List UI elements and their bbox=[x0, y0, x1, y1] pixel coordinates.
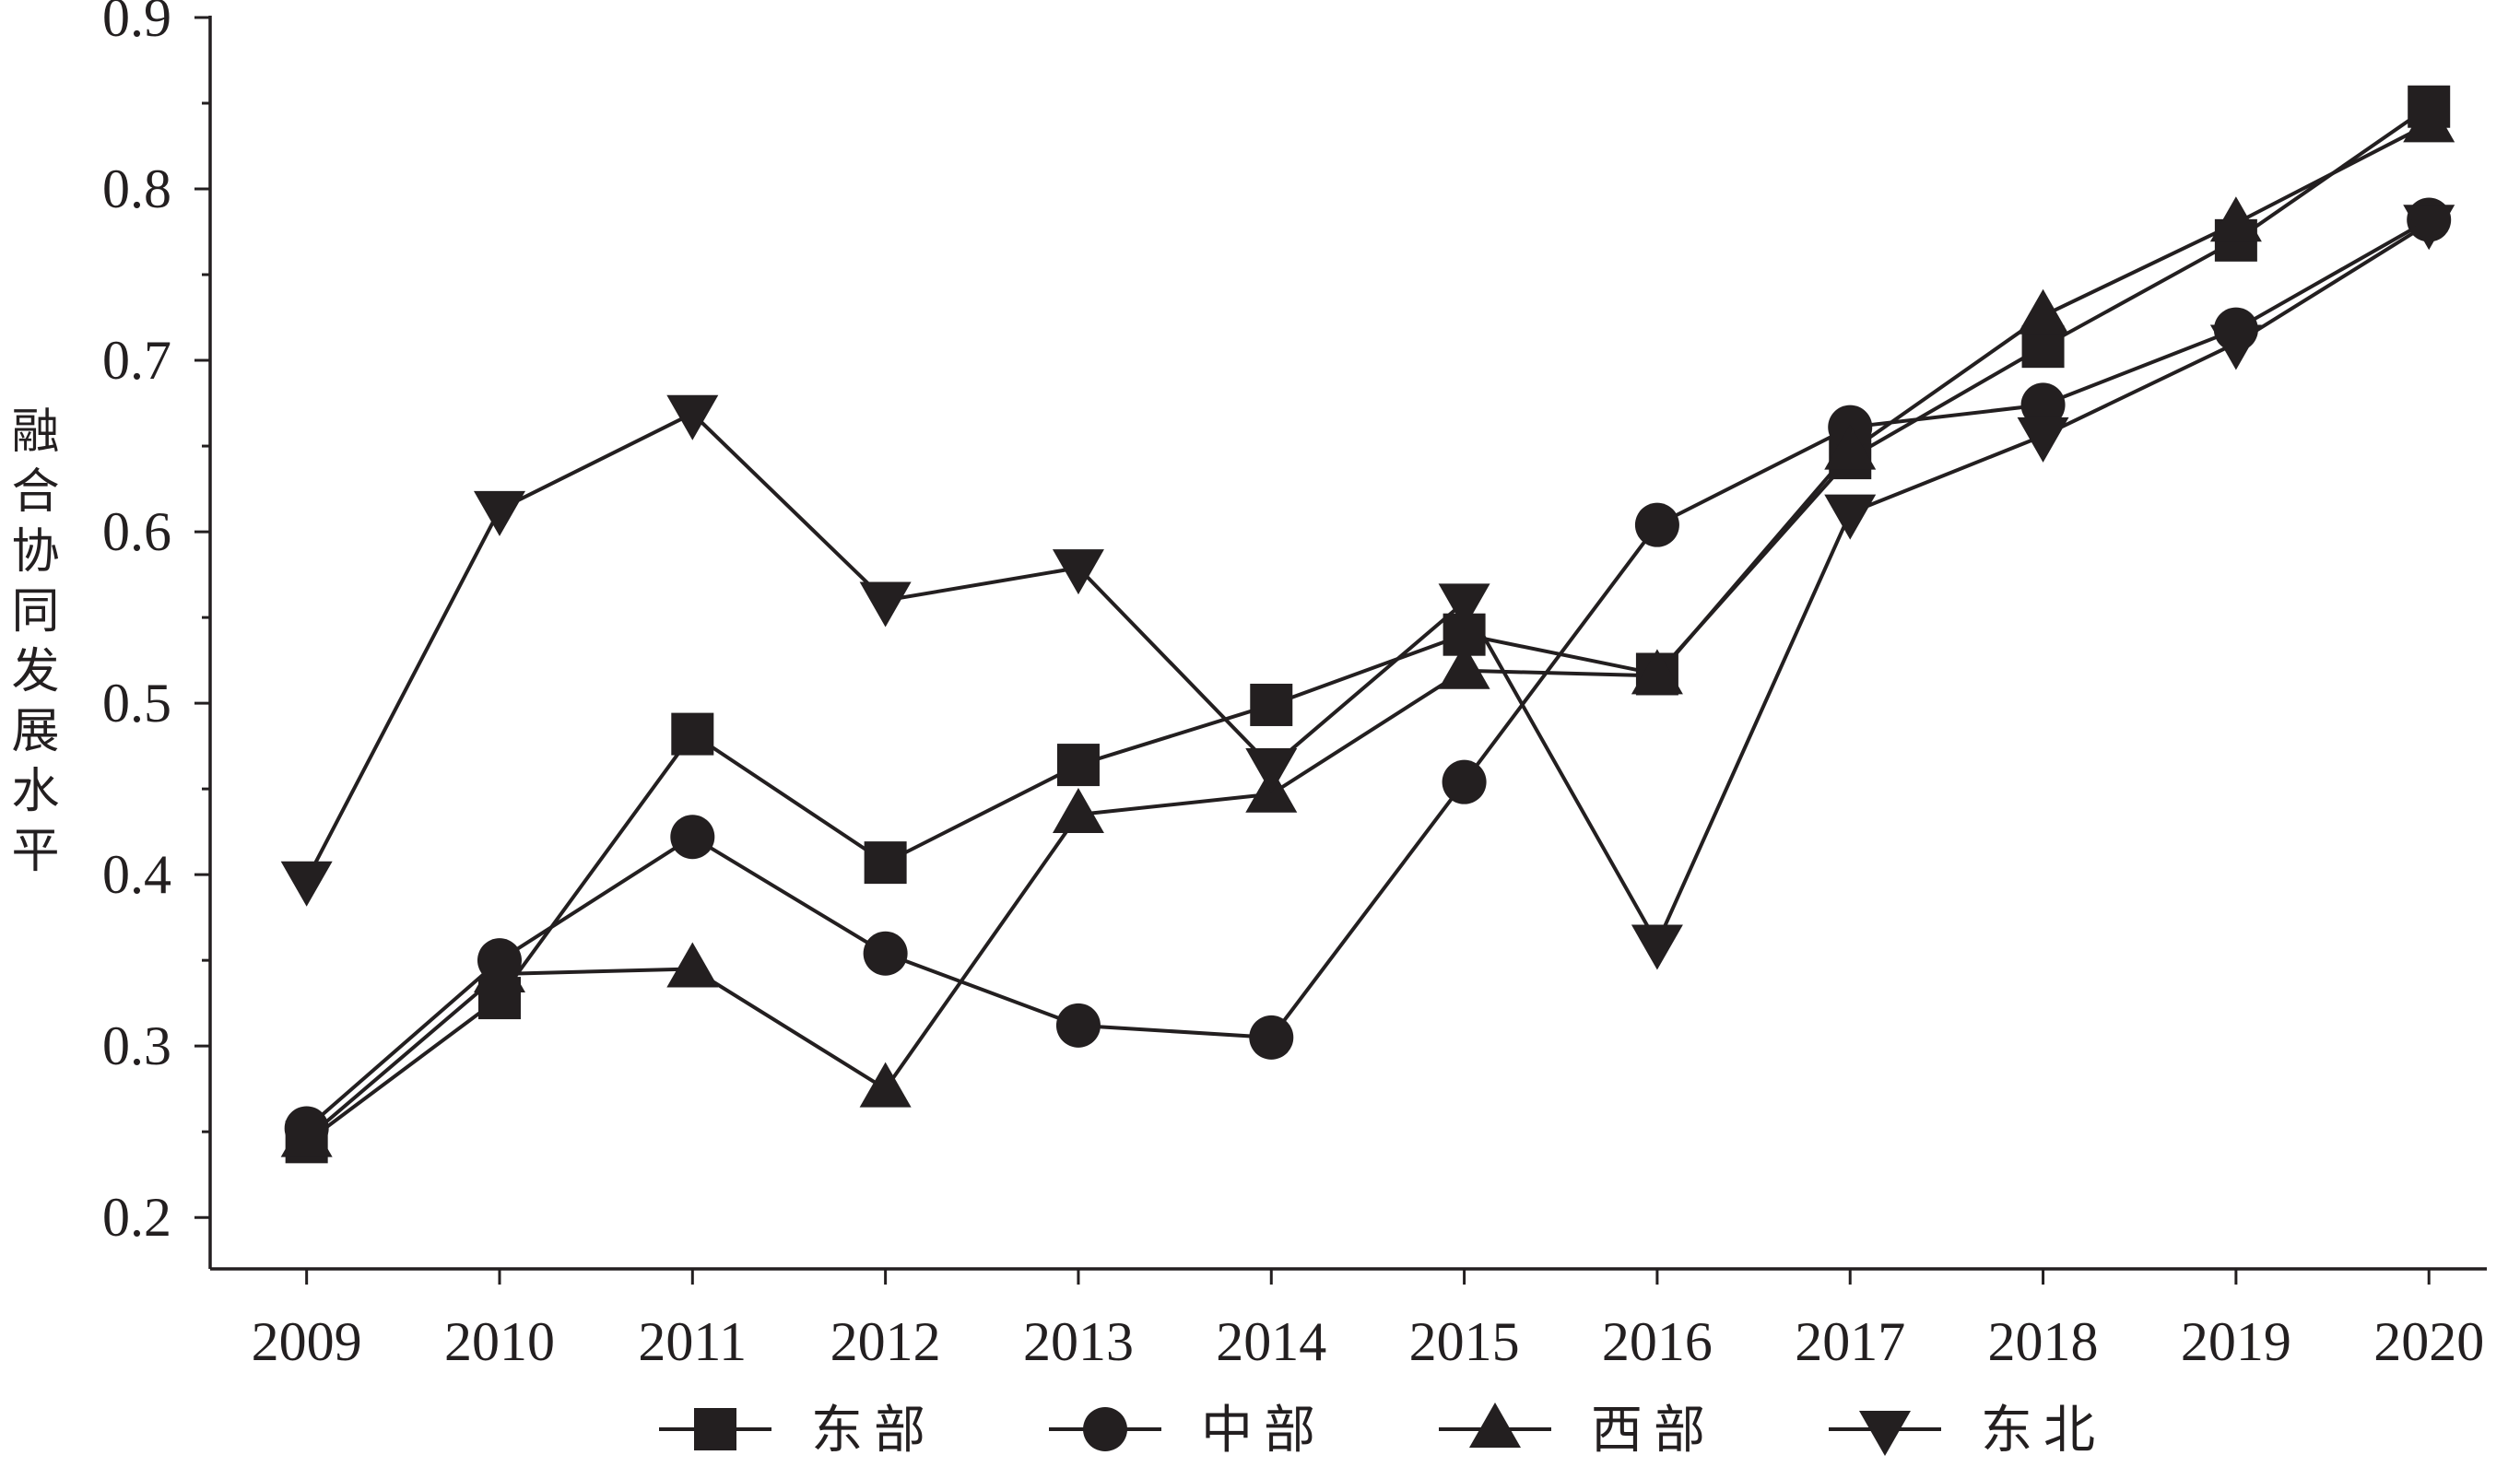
series-3-point bbox=[2209, 324, 2262, 370]
series-3-point bbox=[2017, 417, 2069, 463]
series-2-point bbox=[2209, 196, 2262, 242]
series-2-point bbox=[859, 1062, 912, 1108]
series-3-point bbox=[859, 581, 912, 628]
series-0-point bbox=[1056, 744, 1100, 787]
x-tick-label: 2020 bbox=[2373, 1311, 2484, 1372]
series-0-point bbox=[671, 712, 714, 756]
legend-marker bbox=[1859, 1411, 1911, 1456]
series-3-line bbox=[304, 221, 2431, 945]
series-1-point bbox=[1055, 1003, 1101, 1048]
series-2-point bbox=[666, 942, 719, 988]
series-3-point bbox=[280, 861, 333, 907]
series-3-point bbox=[1438, 583, 1490, 629]
series-1-point bbox=[1634, 502, 1679, 547]
y-tick-label: 0.2 bbox=[102, 1187, 171, 1248]
legend-marker bbox=[1469, 1402, 1521, 1448]
y-tick-label: 0.8 bbox=[102, 158, 171, 219]
x-tick-label: 2014 bbox=[1216, 1311, 1326, 1372]
series-1-point bbox=[863, 931, 908, 976]
legend-item: 东部 bbox=[659, 1402, 936, 1460]
x-tick-label: 2013 bbox=[1023, 1311, 1134, 1372]
legend: 东部 中部 西部 东北 bbox=[659, 1402, 2106, 1460]
series-2-point bbox=[1631, 649, 1683, 695]
series-3-point bbox=[666, 394, 719, 440]
series-2-line bbox=[305, 122, 2431, 1141]
y-tick-label: 0.6 bbox=[102, 501, 171, 562]
series-0-point bbox=[864, 841, 907, 885]
series-2-point bbox=[1438, 643, 1490, 689]
x-tick-label: 2016 bbox=[1602, 1311, 1713, 1372]
y-tick-label: 0.4 bbox=[102, 844, 171, 905]
series-3-point bbox=[1245, 747, 1298, 793]
series-0-point bbox=[1250, 683, 1293, 726]
series-2-point bbox=[473, 947, 525, 993]
series-2-point bbox=[280, 1111, 333, 1157]
y-tick-label: 0.7 bbox=[102, 330, 171, 391]
y-tick-label: 0.9 bbox=[102, 0, 171, 48]
legend-label: 西部 bbox=[1591, 1402, 1716, 1460]
x-tick-label: 2017 bbox=[1795, 1311, 1905, 1372]
series-3-point bbox=[1052, 549, 1104, 595]
series-1-line bbox=[305, 217, 2431, 1130]
legend-item: 西部 bbox=[1439, 1402, 1716, 1460]
series-1-point bbox=[1249, 1015, 1294, 1060]
legend-marker bbox=[1083, 1407, 1127, 1451]
series-3-point bbox=[1824, 494, 1877, 540]
legend-item: 中部 bbox=[1049, 1402, 1326, 1460]
series-0-line bbox=[305, 105, 2431, 1144]
legend-item: 东北 bbox=[1829, 1402, 2106, 1460]
series-2-point bbox=[2017, 288, 2069, 334]
x-tick-label: 2012 bbox=[830, 1311, 941, 1372]
series-1-point bbox=[670, 815, 715, 860]
legend-label: 中部 bbox=[1201, 1402, 1326, 1460]
series-2-point bbox=[1052, 788, 1104, 834]
series-3-point bbox=[2403, 205, 2455, 251]
series-2-point bbox=[2403, 97, 2455, 143]
legend-label: 东北 bbox=[1981, 1402, 2106, 1460]
y-tick-label: 0.5 bbox=[102, 673, 171, 734]
series-3-point bbox=[473, 490, 525, 536]
x-tick-label: 2019 bbox=[2181, 1311, 2291, 1372]
series-2-point bbox=[1824, 424, 1877, 470]
axes: 0.2 0.3 0.4 0.5 0.6 0.7 0.8 0.9 2009 2010 2011 2012… bbox=[102, 0, 2487, 1372]
x-tick-label: 2011 bbox=[638, 1311, 747, 1372]
series-3-point bbox=[1631, 924, 1683, 970]
x-tick-label: 2010 bbox=[444, 1311, 555, 1372]
legend-marker bbox=[694, 1408, 736, 1450]
y-axis-title: 融合协同发展水平 bbox=[4, 405, 56, 885]
x-tick-label: 2018 bbox=[1988, 1311, 2099, 1372]
series-1-point bbox=[1442, 759, 1487, 804]
y-tick-label: 0.3 bbox=[102, 1015, 171, 1076]
plot-series bbox=[280, 85, 2455, 1164]
x-tick-label: 2009 bbox=[252, 1311, 362, 1372]
legend-label: 东部 bbox=[811, 1402, 936, 1460]
x-tick-label: 2015 bbox=[1409, 1311, 1520, 1372]
series-1-point bbox=[2020, 382, 2066, 428]
